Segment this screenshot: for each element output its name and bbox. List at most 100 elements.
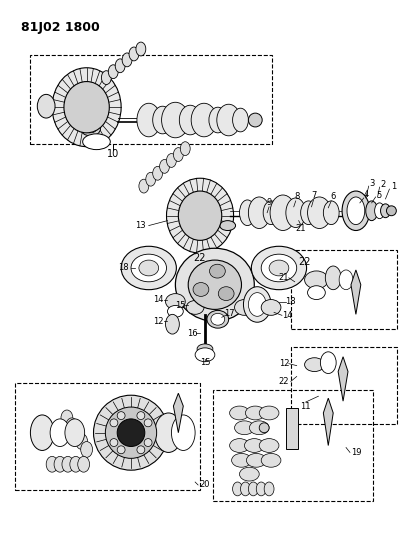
- Ellipse shape: [155, 413, 182, 453]
- Ellipse shape: [304, 358, 324, 372]
- Ellipse shape: [54, 456, 66, 472]
- Polygon shape: [338, 357, 348, 401]
- Ellipse shape: [175, 248, 254, 321]
- Ellipse shape: [166, 314, 179, 334]
- Text: 15: 15: [175, 301, 186, 310]
- Ellipse shape: [263, 201, 279, 224]
- Ellipse shape: [248, 482, 258, 496]
- Ellipse shape: [195, 348, 215, 362]
- Ellipse shape: [108, 65, 118, 78]
- Ellipse shape: [136, 42, 146, 56]
- Ellipse shape: [101, 71, 111, 85]
- Ellipse shape: [249, 421, 269, 435]
- Ellipse shape: [248, 197, 270, 229]
- Circle shape: [248, 113, 262, 127]
- Text: 21: 21: [279, 273, 289, 282]
- Ellipse shape: [211, 313, 225, 325]
- Ellipse shape: [252, 246, 306, 289]
- Ellipse shape: [83, 134, 110, 150]
- Text: 2: 2: [380, 180, 385, 189]
- Ellipse shape: [220, 221, 236, 230]
- Circle shape: [117, 411, 125, 419]
- Ellipse shape: [78, 456, 90, 472]
- Ellipse shape: [46, 456, 58, 472]
- Circle shape: [387, 206, 396, 216]
- Ellipse shape: [245, 439, 264, 453]
- Text: 16: 16: [187, 328, 197, 337]
- Text: 7: 7: [312, 191, 317, 200]
- Ellipse shape: [209, 107, 227, 133]
- Ellipse shape: [31, 415, 54, 450]
- Ellipse shape: [62, 456, 74, 472]
- Ellipse shape: [50, 419, 70, 447]
- Text: 14: 14: [153, 295, 164, 304]
- Bar: [15, 383, 200, 490]
- Ellipse shape: [197, 344, 213, 354]
- Ellipse shape: [232, 454, 252, 467]
- Ellipse shape: [137, 103, 161, 137]
- Text: 9: 9: [267, 198, 272, 207]
- Ellipse shape: [166, 178, 234, 253]
- Ellipse shape: [188, 260, 241, 309]
- Ellipse shape: [323, 201, 339, 224]
- Circle shape: [110, 439, 118, 447]
- Ellipse shape: [256, 482, 266, 496]
- Ellipse shape: [178, 191, 222, 240]
- Ellipse shape: [320, 352, 336, 374]
- Ellipse shape: [308, 197, 331, 229]
- Ellipse shape: [248, 293, 266, 316]
- Ellipse shape: [261, 254, 297, 282]
- Ellipse shape: [171, 415, 195, 450]
- Ellipse shape: [122, 53, 132, 67]
- Circle shape: [117, 446, 125, 454]
- Ellipse shape: [61, 410, 73, 426]
- Text: 20: 20: [200, 480, 210, 489]
- Circle shape: [105, 407, 157, 458]
- Text: 1: 1: [391, 182, 396, 191]
- Circle shape: [144, 439, 152, 447]
- Ellipse shape: [139, 179, 149, 193]
- Circle shape: [144, 419, 152, 427]
- Ellipse shape: [230, 439, 249, 453]
- Ellipse shape: [37, 94, 55, 118]
- Text: 4: 4: [363, 190, 368, 198]
- Ellipse shape: [241, 482, 250, 496]
- Ellipse shape: [270, 195, 296, 230]
- Ellipse shape: [186, 301, 204, 314]
- Text: 22: 22: [279, 377, 289, 386]
- Ellipse shape: [121, 246, 176, 289]
- Ellipse shape: [245, 406, 265, 420]
- Ellipse shape: [81, 441, 92, 457]
- Ellipse shape: [366, 201, 378, 221]
- Text: 19: 19: [351, 448, 361, 457]
- Ellipse shape: [85, 125, 96, 133]
- Ellipse shape: [234, 421, 254, 435]
- Text: 14: 14: [282, 311, 292, 320]
- Ellipse shape: [129, 47, 139, 61]
- Bar: [291, 250, 397, 329]
- Circle shape: [110, 419, 118, 427]
- Text: 3: 3: [369, 179, 374, 188]
- Bar: [286, 408, 298, 449]
- Ellipse shape: [193, 282, 209, 296]
- Ellipse shape: [81, 122, 101, 136]
- Ellipse shape: [259, 406, 279, 420]
- Bar: [31, 55, 272, 144]
- Ellipse shape: [239, 200, 255, 225]
- Ellipse shape: [70, 456, 82, 472]
- Ellipse shape: [269, 260, 289, 276]
- Ellipse shape: [210, 264, 225, 278]
- Ellipse shape: [381, 204, 390, 217]
- Text: 11: 11: [300, 401, 311, 410]
- Text: 18: 18: [118, 263, 129, 272]
- Ellipse shape: [191, 103, 217, 137]
- Ellipse shape: [115, 59, 125, 72]
- Polygon shape: [323, 398, 333, 446]
- Text: 21: 21: [295, 224, 306, 233]
- Ellipse shape: [308, 286, 325, 300]
- Ellipse shape: [286, 198, 306, 228]
- Text: 15: 15: [200, 358, 210, 367]
- Ellipse shape: [139, 260, 159, 276]
- Ellipse shape: [166, 294, 185, 309]
- Polygon shape: [173, 393, 183, 433]
